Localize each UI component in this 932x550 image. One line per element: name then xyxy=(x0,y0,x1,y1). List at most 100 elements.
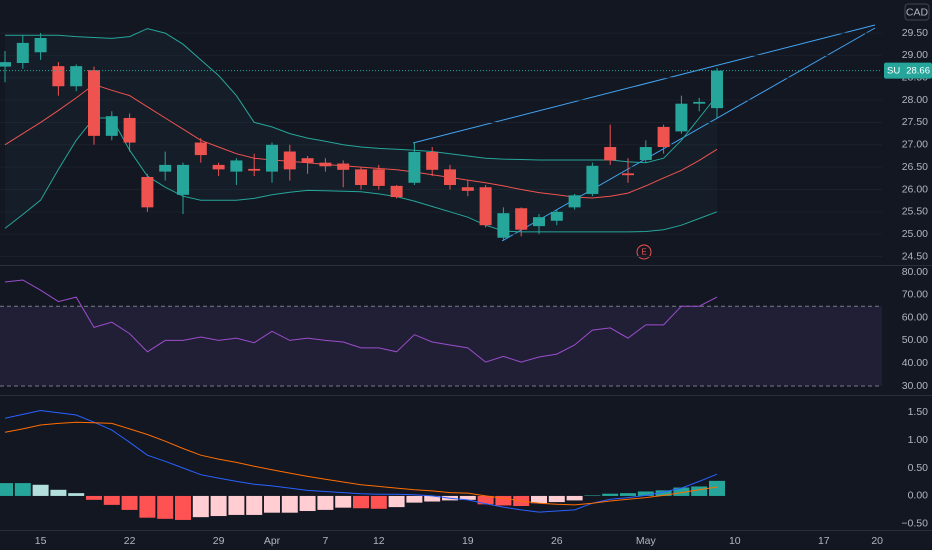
currency: CAD xyxy=(906,6,929,18)
rsi-band xyxy=(0,306,882,386)
trend-line xyxy=(501,27,876,242)
histogram-bar xyxy=(157,495,174,519)
histogram-bar xyxy=(424,495,441,502)
histogram-bar xyxy=(14,483,31,496)
candle-body xyxy=(479,187,492,226)
earnings-marker[interactable] xyxy=(636,244,652,260)
histogram-bar xyxy=(335,495,352,508)
x-tick-label: 22 xyxy=(124,535,136,547)
candle-body xyxy=(390,185,403,198)
y-tick-label: 80.00 xyxy=(902,266,928,278)
histogram-bar xyxy=(566,495,583,501)
trend-line xyxy=(412,24,876,144)
candle-body xyxy=(515,208,528,230)
candle-body xyxy=(70,66,83,87)
x-tick-label: 29 xyxy=(213,535,225,547)
x-tick-label: 20 xyxy=(871,535,883,547)
histogram-bar xyxy=(531,495,547,504)
candle-body xyxy=(461,187,474,191)
candle-body xyxy=(426,151,439,170)
histogram-bar xyxy=(121,495,138,510)
candle-body xyxy=(444,169,456,186)
x-tick-label: 15 xyxy=(35,535,47,547)
candle-body xyxy=(34,37,47,53)
y-tick-label: 27.00 xyxy=(902,139,928,151)
histogram-bar xyxy=(86,495,102,500)
last-price-badge xyxy=(884,62,932,79)
candle-body xyxy=(675,103,688,132)
candle-body xyxy=(604,147,617,161)
histogram-bar xyxy=(0,483,13,496)
x-tick-label: 10 xyxy=(729,535,741,547)
candle-body xyxy=(0,62,11,67)
y-tick-label: 50.00 xyxy=(902,334,928,346)
x-tick-label: 26 xyxy=(551,535,563,547)
y-tick-label: 29.00 xyxy=(902,49,928,61)
macd-line xyxy=(4,421,718,506)
candle-body xyxy=(16,42,29,64)
candle-body xyxy=(337,163,350,170)
y-tick-label: 25.50 xyxy=(902,206,928,218)
candle-body xyxy=(550,211,563,221)
candle-body xyxy=(194,142,207,156)
y-tick-label: 26.50 xyxy=(902,161,928,173)
histogram-bar xyxy=(548,495,565,503)
histogram-bar xyxy=(353,495,369,509)
y-tick-label: 40.00 xyxy=(902,357,928,369)
histogram-bar xyxy=(620,493,636,496)
histogram-bar xyxy=(264,495,280,513)
macd-line xyxy=(4,409,718,513)
candle-body xyxy=(88,70,100,136)
histogram-bar xyxy=(246,495,263,515)
histogram-bar xyxy=(317,495,334,510)
histogram-bar xyxy=(299,495,316,512)
x-tick-label: Apr xyxy=(264,535,281,547)
y-tick-label: 0.00 xyxy=(908,490,929,502)
histogram-bar xyxy=(388,495,405,508)
x-tick-label: 19 xyxy=(462,535,474,547)
candle-body xyxy=(141,176,154,208)
candle-body xyxy=(123,117,136,143)
candle-body xyxy=(622,173,634,176)
y-tick-label: 27.50 xyxy=(902,116,928,128)
histogram-bar xyxy=(68,493,85,496)
histogram-bar xyxy=(50,489,67,496)
histogram-bar xyxy=(406,495,423,503)
candle-body xyxy=(52,66,65,87)
candle-body xyxy=(533,217,545,227)
candle-body xyxy=(177,164,189,195)
x-tick-label: 12 xyxy=(373,535,385,547)
histogram-bar xyxy=(192,495,209,518)
candle-body xyxy=(568,195,581,208)
histogram-bar xyxy=(32,484,49,496)
candle-body xyxy=(159,164,172,172)
candle-body xyxy=(283,151,296,170)
band-line xyxy=(4,83,718,199)
histogram-bar xyxy=(495,495,512,506)
histogram-bar xyxy=(673,487,690,496)
y-tick-label: 29.50 xyxy=(902,27,928,39)
y-tick-label: 1.00 xyxy=(908,434,929,446)
histogram-bar xyxy=(228,495,245,515)
candle-body xyxy=(372,169,385,186)
y-tick-label: 24.50 xyxy=(902,250,928,262)
y-tick-label: 70.00 xyxy=(902,289,928,301)
last-price-label: 28.66 xyxy=(906,66,930,77)
histogram-bar xyxy=(691,486,708,496)
candle-body xyxy=(408,151,421,183)
histogram-bar xyxy=(602,493,619,496)
band-line xyxy=(5,28,718,164)
x-tick-label: May xyxy=(636,535,657,547)
histogram-bar xyxy=(139,495,156,518)
y-tick-label: 60.00 xyxy=(902,311,928,323)
histogram-bar xyxy=(637,491,654,496)
x-tick-label: 17 xyxy=(818,535,830,547)
y-tick-label: 28.00 xyxy=(902,94,928,106)
candle-body xyxy=(230,160,243,172)
y-tick-label: 25.00 xyxy=(902,228,928,240)
histogram-bar xyxy=(477,495,494,505)
candle-body xyxy=(639,147,652,160)
rsi-line xyxy=(4,279,718,363)
histogram-bar xyxy=(459,495,476,500)
